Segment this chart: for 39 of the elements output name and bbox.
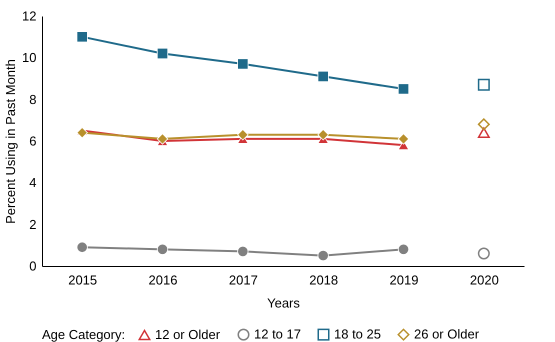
y-tick-label: 4 [29, 175, 36, 190]
point [237, 58, 248, 70]
x-tick-label: 2020 [470, 272, 499, 288]
x-axis-title: Years [267, 296, 300, 310]
y-tick-label: 6 [29, 134, 36, 148]
point [398, 83, 410, 95]
legend-label: 12 to 17 [254, 326, 301, 342]
y-axis-title: Percent Using in Past Month [3, 59, 18, 224]
point [478, 127, 490, 138]
point [478, 248, 490, 260]
x-tick-label: 2016 [148, 272, 178, 288]
point [398, 133, 410, 145]
y-tick-label: 2 [29, 216, 36, 232]
legend-label: 18 to 25 [334, 326, 381, 342]
point [398, 244, 410, 255]
point [318, 129, 329, 140]
y-tick-label: 8 [29, 92, 36, 107]
point [76, 242, 88, 253]
point [76, 31, 88, 42]
point [76, 127, 88, 138]
point [237, 129, 248, 140]
point [318, 70, 329, 82]
point [318, 250, 329, 262]
x-tick-label: 2017 [228, 272, 258, 288]
point [478, 78, 490, 91]
point [237, 246, 248, 258]
x-tick-label: 2018 [309, 272, 338, 288]
point [478, 118, 490, 130]
y-tick-label: 0 [29, 258, 36, 274]
point [156, 133, 168, 145]
legend-label: 12 or Older [155, 326, 221, 342]
y-tick-label: 12 [22, 8, 36, 24]
y-tick-label: 10 [22, 50, 36, 66]
legend-label: 26 or Older [414, 326, 480, 342]
point [156, 48, 168, 60]
x-tick-label: 2015 [68, 272, 98, 288]
legend-title: Age Category: [42, 327, 126, 342]
point [156, 244, 168, 255]
x-tick-label: 2019 [390, 272, 418, 288]
